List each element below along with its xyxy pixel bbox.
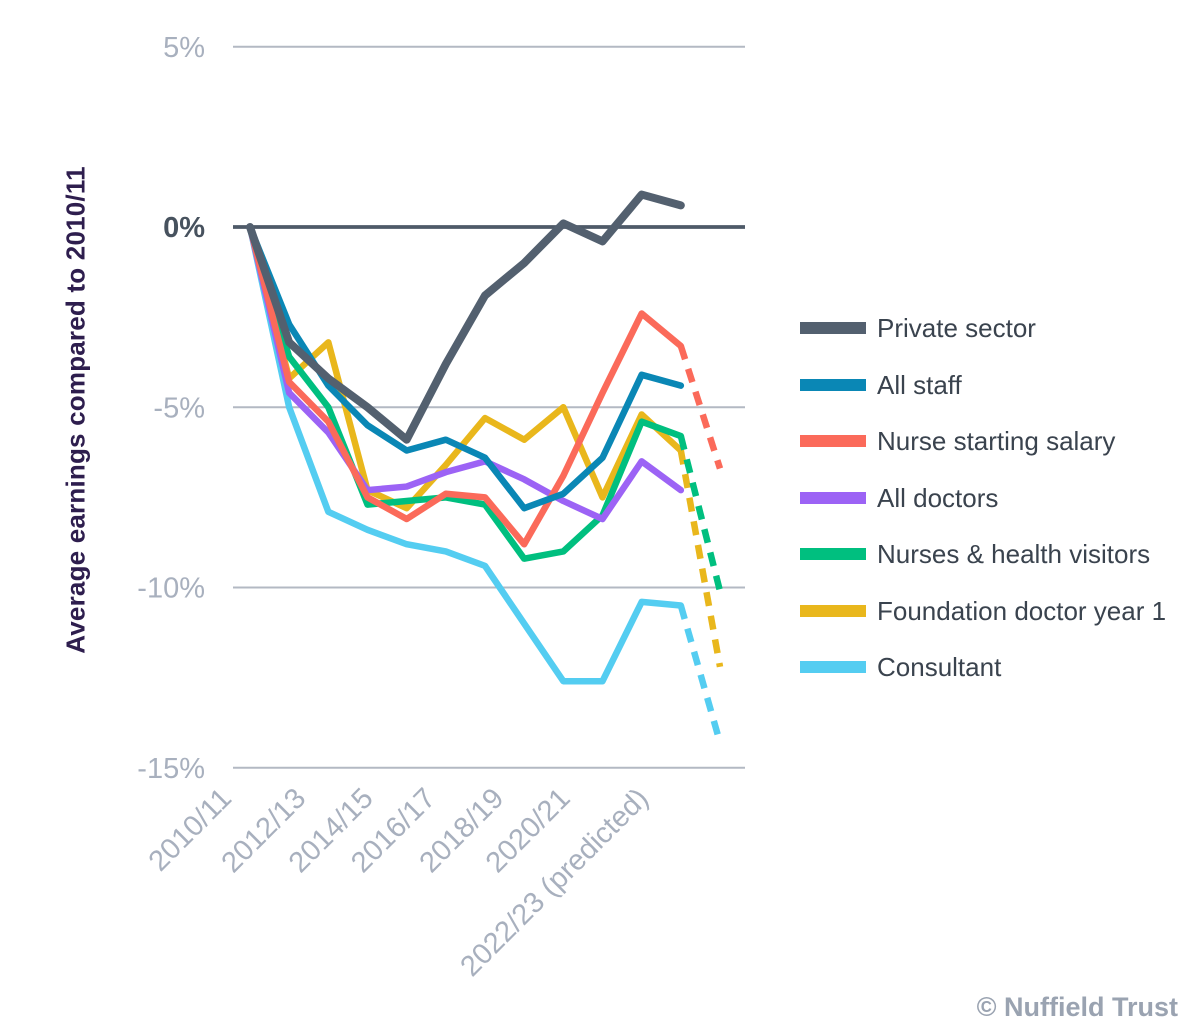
- legend-swatch-nurses-health-visitors: [800, 548, 866, 561]
- legend-label-nurse-starting-salary: Nurse starting salary: [877, 426, 1116, 457]
- legend-swatch-private-sector: [800, 322, 866, 335]
- series-nurses-health-visitors-predicted-dashed: [677, 435, 724, 592]
- series-consultant: [246, 223, 685, 685]
- credit: © Nuffield Trust: [976, 992, 1178, 1022]
- legend-item-all-doctors[interactable]: All doctors: [800, 470, 1166, 527]
- legend-swatch-all-doctors: [800, 491, 866, 504]
- legend-item-all-staff[interactable]: All staff: [800, 357, 1166, 414]
- series-nurses-health-visitors: [246, 223, 685, 562]
- legend-item-nurse-starting-salary[interactable]: Nurse starting salary: [800, 413, 1166, 470]
- y-tick-label-0: 0%: [163, 212, 205, 244]
- legend-label-consultant: Consultant: [877, 652, 1002, 683]
- series-private-sector: [246, 190, 685, 444]
- legend-label-all-staff: All staff: [877, 369, 962, 400]
- legend-swatch-all-staff: [800, 378, 866, 391]
- series-nurse-starting-salary-predicted-dashed: [677, 344, 724, 470]
- y-tick-label--5: -5%: [153, 392, 205, 424]
- legend-label-nurses-health-visitors: Nurses & health visitors: [877, 539, 1151, 570]
- legend-item-private-sector[interactable]: Private sector: [800, 300, 1166, 357]
- series-all-doctors: [246, 223, 685, 523]
- legend-item-foundation-doctor-year-1[interactable]: Foundation doctor year 1: [800, 583, 1166, 640]
- legend-label-all-doctors: All doctors: [877, 482, 999, 513]
- legend: Private sector All staff Nurse starting sa…: [800, 300, 1166, 696]
- legend-label-foundation-doctor-year-1: Foundation doctor year 1: [877, 595, 1167, 626]
- series-foundation-doctor-year-1: [246, 223, 685, 512]
- y-tick-label--15: -15%: [137, 753, 205, 785]
- legend-label-private-sector: Private sector: [877, 313, 1036, 344]
- legend-swatch-foundation-doctor-year-1: [800, 604, 866, 617]
- y-tick-label-5: 5%: [163, 32, 205, 64]
- series-foundation-doctor-year-1-predicted-dashed: [677, 449, 724, 668]
- legend-item-nurses-health-visitors[interactable]: Nurses & health visitors: [800, 526, 1166, 583]
- legend-swatch-nurse-starting-salary: [800, 435, 866, 448]
- legend-item-consultant[interactable]: Consultant: [800, 639, 1166, 696]
- legend-swatch-consultant: [800, 661, 866, 674]
- series-nurse-starting-salary: [246, 223, 685, 548]
- y-tick-label--10: -10%: [137, 573, 205, 605]
